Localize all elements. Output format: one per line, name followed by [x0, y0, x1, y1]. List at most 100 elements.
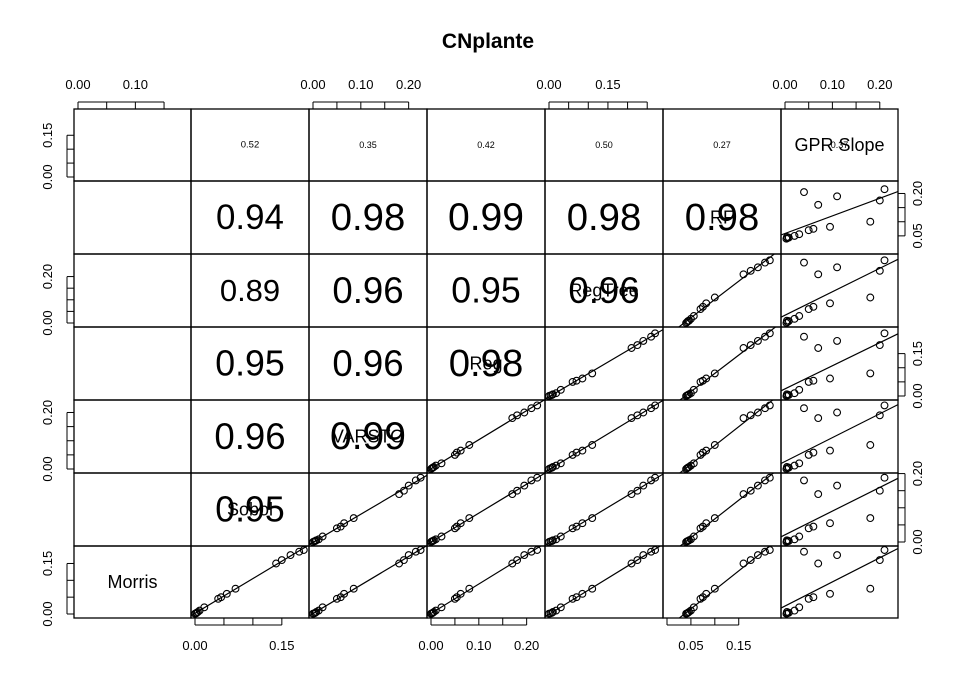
- point-r1-c6-8: [826, 222, 834, 231]
- point-r4-c4-14: [651, 401, 660, 410]
- point-r6-c2-11: [399, 556, 408, 565]
- point-r5-c2-12: [404, 481, 413, 490]
- point-r1-c6-12: [833, 192, 842, 201]
- point-r6-c3-8: [456, 589, 465, 598]
- point-r5-c6-6: [804, 524, 813, 533]
- point-r3-c6-7: [809, 376, 818, 385]
- point-r4-c4-6: [568, 450, 577, 459]
- point-r5-c6-8: [826, 519, 834, 528]
- point-r2-c5-6: [696, 305, 705, 314]
- fit-line-r4-c3: [427, 400, 545, 472]
- point-r5-c3-9: [465, 514, 474, 523]
- point-r3-c6-12: [833, 336, 842, 345]
- point-r5-c6-10: [814, 490, 823, 499]
- top-tick-label-4-0: 0.00: [536, 77, 561, 92]
- point-r6-c2-5: [318, 603, 327, 612]
- point-r6-c1-5: [200, 603, 209, 612]
- correlation-r0-c2: 0.35: [359, 140, 377, 150]
- scatter-panel-r4-c4: [545, 400, 663, 473]
- point-r3-c5-9: [710, 369, 719, 378]
- fit-line-r6-c4: [545, 546, 662, 618]
- chart-title: CNplante: [442, 30, 534, 53]
- point-r5-c4-10: [627, 490, 636, 499]
- point-r6-c4-8: [578, 589, 587, 598]
- point-r5-c4-13: [647, 476, 656, 485]
- scatter-panel-r6-c6: [781, 546, 898, 618]
- fit-line-r1-c6: [781, 190, 898, 236]
- variable-label-rf: RF: [710, 208, 734, 228]
- point-r4-c4-8: [578, 446, 587, 455]
- point-r5-c4-3: [548, 536, 557, 545]
- point-r6-c5-13: [761, 547, 769, 556]
- point-r3-c5-3: [685, 390, 693, 399]
- fit-line-r6-c6: [781, 547, 898, 609]
- top-tick-label-0-0: 0.00: [65, 77, 90, 92]
- panel-frame-r1-c0: [73, 180, 192, 255]
- point-r3-c6-3: [782, 390, 791, 399]
- point-r1-c6-10: [814, 200, 823, 209]
- point-r1-c6-3: [782, 233, 791, 241]
- point-r4-c5-12: [753, 408, 762, 417]
- point-r2-c5-13: [761, 258, 769, 267]
- correlation-r3-c3: 0.98: [449, 342, 524, 385]
- point-r5-c4-8: [578, 519, 587, 528]
- point-r5-c5-11: [746, 486, 755, 495]
- scatter-panel-r3-c4: [545, 329, 663, 400]
- point-r4-c5-9: [710, 441, 719, 449]
- left-tick-label-2-0: 0.20: [40, 400, 55, 425]
- point-r6-c1-3: [193, 608, 202, 616]
- point-r5-c4-14: [651, 473, 660, 482]
- point-r5-c3-6: [450, 524, 459, 533]
- point-r6-c3-13: [527, 547, 536, 556]
- point-r6-c2-14: [416, 546, 425, 554]
- fit-line-r5-c5: [679, 473, 775, 546]
- point-r2-c6-10: [814, 270, 823, 279]
- point-r3-c5-8: [702, 374, 711, 383]
- point-r6-c3-6: [450, 594, 459, 603]
- panel-frame-r5-c0: [73, 472, 192, 547]
- point-r6-c4-12: [639, 551, 648, 560]
- point-r1-c6-5: [795, 230, 804, 239]
- point-r3-c6-5: [795, 385, 804, 394]
- point-r5-c6-3: [782, 536, 791, 545]
- correlation-r1-c1: 0.94: [216, 198, 284, 237]
- point-r6-c5-3: [685, 608, 693, 616]
- bottom-tick-label-3-2: 0.20: [514, 638, 539, 653]
- point-r2-c5-12: [753, 263, 762, 272]
- point-r6-c3-12: [520, 551, 529, 560]
- point-r5-c2-9: [349, 514, 358, 523]
- point-r5-c2-5: [318, 532, 327, 541]
- right-tick-label-3-1: 0.00: [910, 383, 925, 408]
- point-r6-c4-5: [556, 603, 565, 612]
- point-r6-c5-11: [746, 556, 755, 565]
- point-r5-c5-12: [753, 481, 762, 490]
- point-r2-c6-12: [833, 263, 842, 272]
- correlation-r3-c2: 0.96: [332, 343, 403, 384]
- panel-frame-r0-c0: [73, 108, 192, 182]
- point-r5-c3-12: [520, 481, 529, 490]
- scatter-panel-r6-c2: [309, 546, 427, 618]
- point-r5-c3-11: [513, 486, 522, 495]
- point-r4-c6-4: [790, 461, 799, 470]
- fit-line-r2-c5: [677, 254, 776, 327]
- scatter-panel-r6-c3: [427, 546, 542, 618]
- point-r4-c6-5: [795, 459, 804, 468]
- point-r5-c6-13: [800, 476, 808, 485]
- point-r4-c5-5: [689, 459, 698, 468]
- point-r6-c1-10: [272, 559, 281, 568]
- point-r4-c3-3: [429, 463, 438, 471]
- panel-frame-r3-c5: [662, 326, 782, 401]
- point-r2-c6-5: [795, 312, 804, 320]
- point-r6-c6-10: [814, 559, 823, 568]
- panel-frame-r3-c0: [73, 326, 192, 401]
- point-r1-c6-14: [880, 185, 889, 194]
- point-r6-c4-2: [548, 608, 557, 617]
- point-r6-c6-7: [809, 593, 818, 602]
- point-r5-c2-8: [340, 519, 349, 528]
- point-r6-c5-5: [689, 603, 698, 612]
- correlation-r2-c1: 0.89: [220, 273, 280, 308]
- point-r6-c5-12: [753, 551, 762, 560]
- fit-line-r3-c5: [679, 327, 777, 400]
- left-tick-label-2-1: 0.00: [40, 456, 55, 481]
